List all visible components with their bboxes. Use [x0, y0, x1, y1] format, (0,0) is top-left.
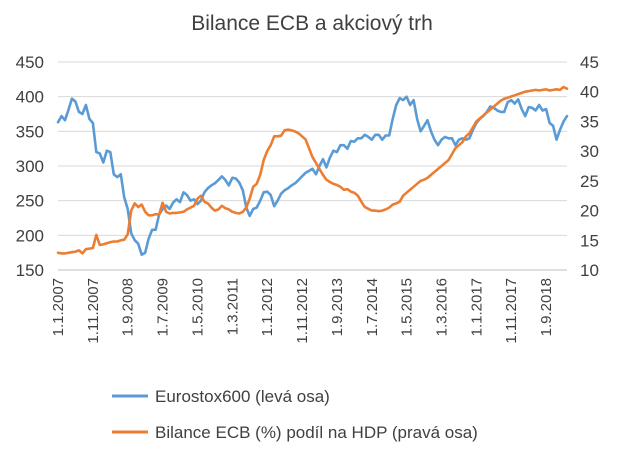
right-tick-label: 15 [580, 231, 599, 250]
left-tick-label: 350 [16, 122, 44, 141]
x-tick-label: 1.11.2012 [294, 278, 311, 344]
left-tick-label: 300 [16, 157, 44, 176]
series-line-eurostox600 [56, 95, 569, 256]
x-tick-label: 1.11.2017 [503, 278, 520, 344]
series-line-ecb-balance [56, 85, 569, 255]
right-tick-label: 40 [580, 83, 599, 102]
x-tick-label: 1.9.2008 [120, 278, 137, 336]
legend: Eurostox600 (levá osa) Bilance ECB (%) po… [112, 387, 478, 442]
left-tick-label: 450 [16, 53, 44, 72]
right-tick-label: 35 [580, 112, 599, 131]
x-tick-label: 1.3.2011 [224, 278, 241, 335]
x-tick-label: 1.9.2013 [329, 278, 346, 336]
x-tick-label: 1.9.2018 [538, 278, 555, 336]
x-tick-label: 1.1.2007 [50, 278, 67, 336]
x-tick-label: 1.5.2010 [189, 278, 206, 336]
left-tick-label: 150 [16, 261, 44, 280]
x-tick-label: 1.3.2016 [433, 278, 450, 336]
series-layer [56, 85, 569, 256]
grid-lines [58, 61, 567, 236]
x-tick-label: 1.1.2017 [468, 278, 485, 336]
right-tick-label: 45 [580, 53, 599, 72]
legend-label: Bilance ECB (%) podíl na HDP (pravá osa) [155, 423, 478, 442]
right-axis-ticks: 10 15 20 25 30 35 40 45 [580, 53, 599, 280]
right-tick-label: 25 [580, 172, 599, 191]
x-tick-label: 1.5.2015 [399, 278, 416, 336]
x-tick-label: 1.11.2007 [85, 278, 102, 344]
left-tick-label: 400 [16, 88, 44, 107]
left-axis-ticks: 150 200 250 300 350 400 450 [16, 53, 44, 280]
right-tick-label: 30 [580, 142, 599, 161]
x-axis-ticks: 1.1.2007 1.11.2007 1.9.2008 1.7.2009 1.5.201… [50, 278, 555, 344]
legend-label: Eurostox600 (levá osa) [155, 387, 330, 406]
right-tick-label: 20 [580, 202, 599, 221]
right-tick-label: 10 [580, 261, 599, 280]
chart-title: Bilance ECB a akciový trh [191, 12, 433, 35]
left-tick-label: 250 [16, 192, 44, 211]
x-tick-label: 1.1.2012 [259, 278, 276, 336]
left-tick-label: 200 [16, 226, 44, 245]
x-tick-label: 1.7.2014 [364, 278, 381, 336]
x-tick-label: 1.7.2009 [155, 278, 172, 336]
